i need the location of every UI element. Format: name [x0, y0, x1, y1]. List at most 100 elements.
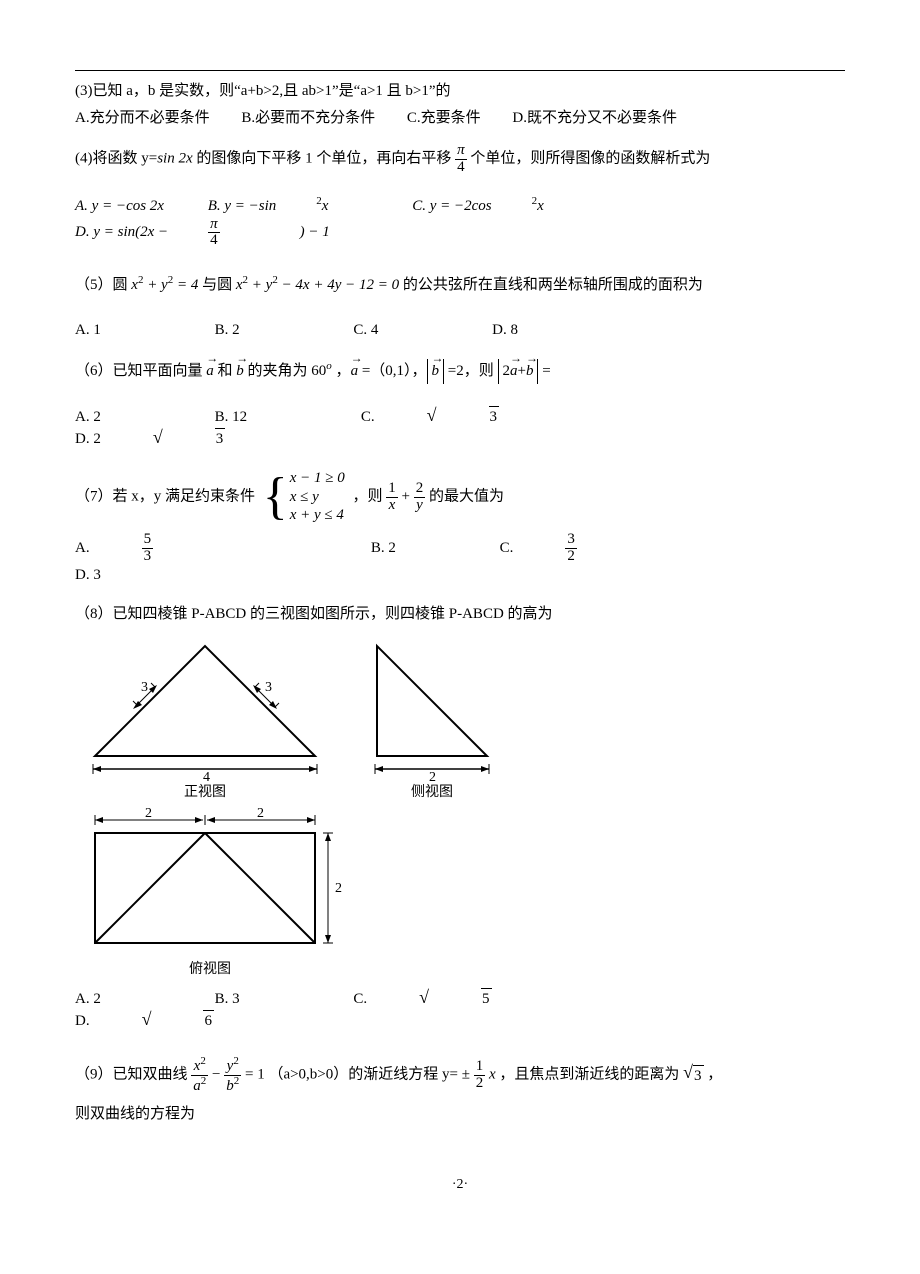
- q6-absb: b: [427, 359, 445, 384]
- q4-frac-pi4: π4: [455, 143, 467, 176]
- q6-d-pre: D. 2: [75, 429, 101, 450]
- q3-opt-b: B.必要而不充分条件: [241, 108, 375, 129]
- q7-system: { x − 1 ≥ 0 x ≤ y x + y ≤ 4: [263, 468, 345, 526]
- q9-f1ns: 2: [200, 1055, 206, 1067]
- q9-pre: （9）已知双曲线: [75, 1066, 191, 1082]
- q4-d-d: 4: [208, 233, 220, 249]
- q6-and: 和: [214, 363, 237, 379]
- q9-f1d: a2: [191, 1076, 208, 1095]
- q7-plus: +: [398, 489, 414, 505]
- q9-f1ds: 2: [201, 1075, 207, 1087]
- question-5: （5）圆 x2 + y2 = 4 与圆 x2 + y2 − 4x + 4y − …: [75, 273, 845, 296]
- page-number: ·2·: [75, 1175, 845, 1195]
- q5-y2: + y: [248, 277, 272, 293]
- q8-fig-front: 3 3 4 正视图: [75, 631, 335, 803]
- q9-f2d-v: b: [226, 1078, 234, 1094]
- q5-x1: x: [131, 277, 138, 293]
- q7-opt-a: A. 53: [75, 532, 257, 565]
- q7-pre: （7）若 x，y 满足约束条件: [75, 489, 259, 505]
- q7-rows: x − 1 ≥ 0 x ≤ y x + y ≤ 4: [290, 469, 345, 525]
- q7-a-n: 5: [142, 532, 154, 549]
- q8-c-sqrt: √5: [419, 988, 543, 1010]
- q9-f3n: 1: [474, 1059, 486, 1076]
- q6-abs2t: =2，则: [444, 363, 497, 379]
- q4-opt-b: B. y = −sin2 x: [208, 194, 369, 217]
- q7-a-pre: A.: [75, 538, 90, 559]
- q7-f1: 1x: [386, 481, 398, 514]
- question-3: (3)已知 a，b 是实数，则“a+b>2,且 ab>1”是“a>1 且 b>1…: [75, 81, 845, 102]
- q5-mid: 与圆: [198, 277, 236, 293]
- q9-f3d: 2: [474, 1076, 486, 1092]
- q7-mid: ，则: [353, 489, 387, 505]
- question-4: (4)将函数 y=sin 2x 的图像向下平移 1 个单位，再向右平移 π4 个…: [75, 143, 845, 176]
- q5-x2: x: [236, 277, 243, 293]
- q9-f2d: b2: [224, 1076, 241, 1095]
- q6-angle: 60: [311, 363, 326, 379]
- q7-r3: x + y ≤ 4: [290, 506, 345, 525]
- q5-e2: x2 + y2 − 4x + 4y − 12 = 0: [236, 277, 399, 293]
- q4-opt-d: D. y = sin(2x − π4) − 1: [75, 217, 370, 250]
- q5-opt-b: B. 2: [215, 320, 240, 341]
- q9-minus: −: [208, 1066, 224, 1082]
- q8-d-arg: 6: [203, 1010, 214, 1032]
- top-view-svg: 2 2 2: [75, 808, 345, 958]
- q9-f2ds: 2: [234, 1075, 240, 1087]
- q6-veca: a: [206, 361, 214, 382]
- side-base-len: 2: [429, 770, 436, 781]
- q9-f1n: x2: [191, 1056, 208, 1076]
- q7-opt-b: B. 2: [371, 538, 396, 559]
- q5-pre: （5）圆: [75, 277, 131, 293]
- q4-c-post: x: [537, 196, 544, 217]
- q7-c-frac: 32: [565, 532, 629, 565]
- q4-d-pre: D. y = sin(2x −: [75, 222, 168, 243]
- q6-mid2: ，: [332, 363, 351, 379]
- top-view-label: 俯视图: [75, 960, 345, 980]
- q9-eq1: = 1 （a>0,b>0）的渐近线方程 y= ±: [241, 1066, 473, 1082]
- top-seg1: 2: [145, 808, 152, 821]
- q6-c-sqrt: √3: [427, 406, 551, 428]
- q6-opt-d: D. 2 √3: [75, 428, 329, 450]
- q6-mid1: 的夹角为: [244, 363, 312, 379]
- question-9: （9）已知双曲线 x2a2 − y2b2 = 1 （a>0,b>0）的渐近线方程…: [75, 1056, 845, 1095]
- q7-f2n: 2: [414, 481, 426, 498]
- q5-e1: x2 + y2 = 4: [131, 277, 198, 293]
- q5-opt-c: C. 4: [353, 320, 378, 341]
- q6-opt-b: B. 12: [215, 407, 248, 428]
- q7-opt-d: D. 3: [75, 565, 101, 586]
- question-8: （8）已知四棱锥 P-ABCD 的三视图如图所示，则四棱锥 P-ABCD 的高为: [75, 604, 845, 625]
- q4-frac-d: 4: [455, 160, 467, 176]
- q6-b2: b: [432, 361, 440, 382]
- q7-r2: x ≤ y: [290, 488, 345, 507]
- q5-options: A. 1 B. 2 C. 4 D. 8: [75, 320, 845, 341]
- q8-c-arg: 5: [481, 988, 492, 1010]
- q6-d-arg: 3: [215, 428, 226, 450]
- q8-d-pre: D.: [75, 1011, 90, 1032]
- q9-line2: 则双曲线的方程为: [75, 1104, 845, 1125]
- q8-opt-c: C. √5: [353, 988, 595, 1010]
- side-view-svg: 2: [357, 631, 507, 781]
- q4-c-pre: C. y = −2cos: [412, 196, 491, 217]
- q7-r1: x − 1 ≥ 0: [290, 469, 345, 488]
- q4-d-frac: π4: [208, 217, 260, 250]
- q4-frac-n: π: [455, 143, 467, 160]
- q7-c-d: 2: [565, 549, 577, 565]
- q7-c-n: 3: [565, 532, 577, 549]
- q7-f2: 2y: [414, 481, 426, 514]
- q9-f1d-v: a: [193, 1078, 201, 1094]
- q6-ea: a: [510, 361, 518, 382]
- q5-opt-d: D. 8: [492, 320, 518, 341]
- top-seg2: 2: [257, 808, 264, 821]
- q7-opt-c: C. 32: [500, 532, 681, 565]
- q4-options: A. y = −cos 2x B. y = −sin2 x C. y = −2c…: [75, 194, 845, 250]
- q6-eqq: =: [538, 363, 550, 379]
- q6-a2: a: [351, 361, 359, 382]
- front-view-label: 正视图: [75, 783, 335, 803]
- q3-opt-a: A.充分而不必要条件: [75, 108, 210, 129]
- q6-d-sqrt: √3: [153, 428, 277, 450]
- q4-d-n: π: [208, 217, 220, 234]
- header-rule: [75, 70, 845, 71]
- q9-comma: ，: [704, 1066, 723, 1082]
- q8-c-pre: C.: [353, 989, 367, 1010]
- q8-opt-a: A. 2: [75, 989, 101, 1010]
- q7-f1n: 1: [386, 481, 398, 498]
